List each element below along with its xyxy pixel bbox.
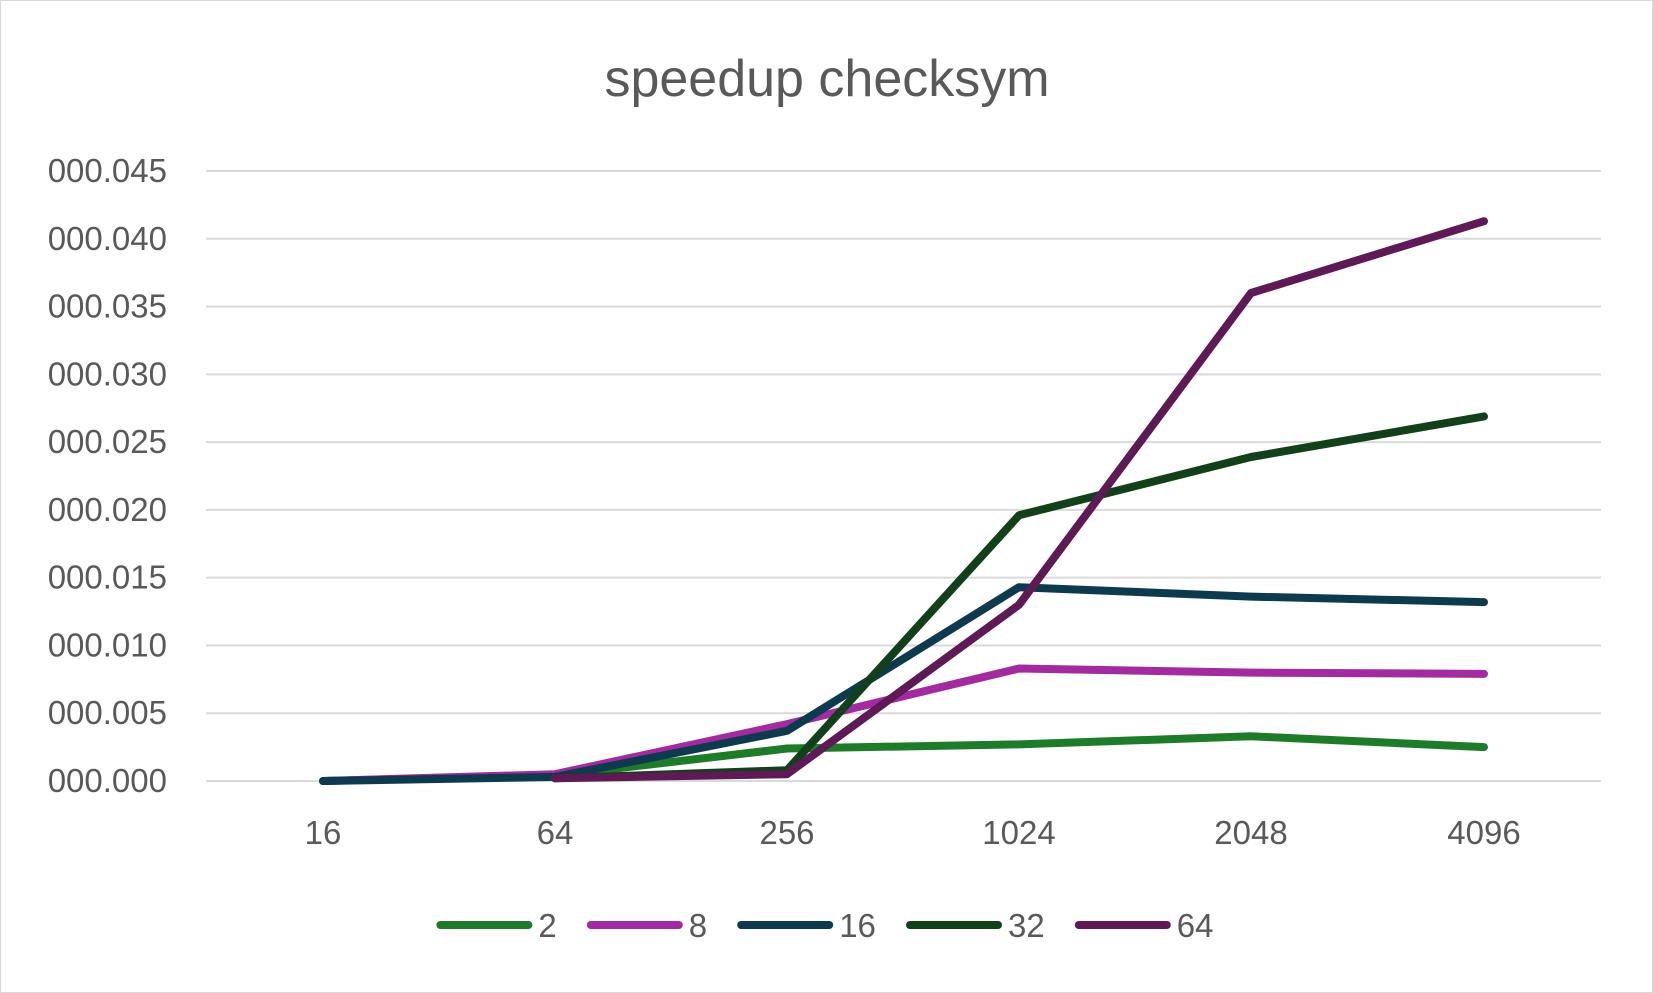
legend-label-64: 64: [1177, 907, 1214, 944]
y-tick-label: 000.010: [48, 626, 167, 663]
y-tick-label: 000.045: [48, 152, 167, 189]
y-axis-tick-labels: 000.000 000.005 000.010 000.015 000.020 000.0…: [48, 152, 167, 799]
chart-title: speedup checksym: [604, 50, 1049, 108]
x-tick-label: 2048: [1214, 814, 1287, 851]
series-lines: [319, 217, 1488, 785]
legend-label-32: 32: [1008, 907, 1045, 944]
x-tick-label: 4096: [1447, 814, 1520, 851]
series-line-64: [551, 217, 1488, 783]
legend-label-2: 2: [538, 907, 556, 944]
gridlines: [206, 170, 1601, 782]
x-tick-label: 64: [537, 814, 574, 851]
y-tick-label: 000.030: [48, 355, 167, 392]
x-tick-label: 16: [305, 814, 342, 851]
x-tick-label: 256: [759, 814, 814, 851]
legend-label-8: 8: [689, 907, 707, 944]
y-tick-label: 000.035: [48, 288, 167, 325]
y-tick-label: 000.000: [48, 762, 167, 799]
y-tick-label: 000.005: [48, 694, 167, 731]
y-tick-label: 000.015: [48, 559, 167, 596]
y-tick-label: 000.025: [48, 423, 167, 460]
series-line-16: [319, 583, 1488, 785]
legend: 2 8 16 32 64: [436, 907, 1214, 944]
x-axis-tick-labels: 16 64 256 1024 2048 4096: [305, 814, 1521, 851]
x-tick-label: 1024: [982, 814, 1055, 851]
y-tick-label: 000.020: [48, 491, 167, 528]
y-tick-label: 000.040: [48, 220, 167, 257]
legend-label-16: 16: [839, 907, 876, 944]
